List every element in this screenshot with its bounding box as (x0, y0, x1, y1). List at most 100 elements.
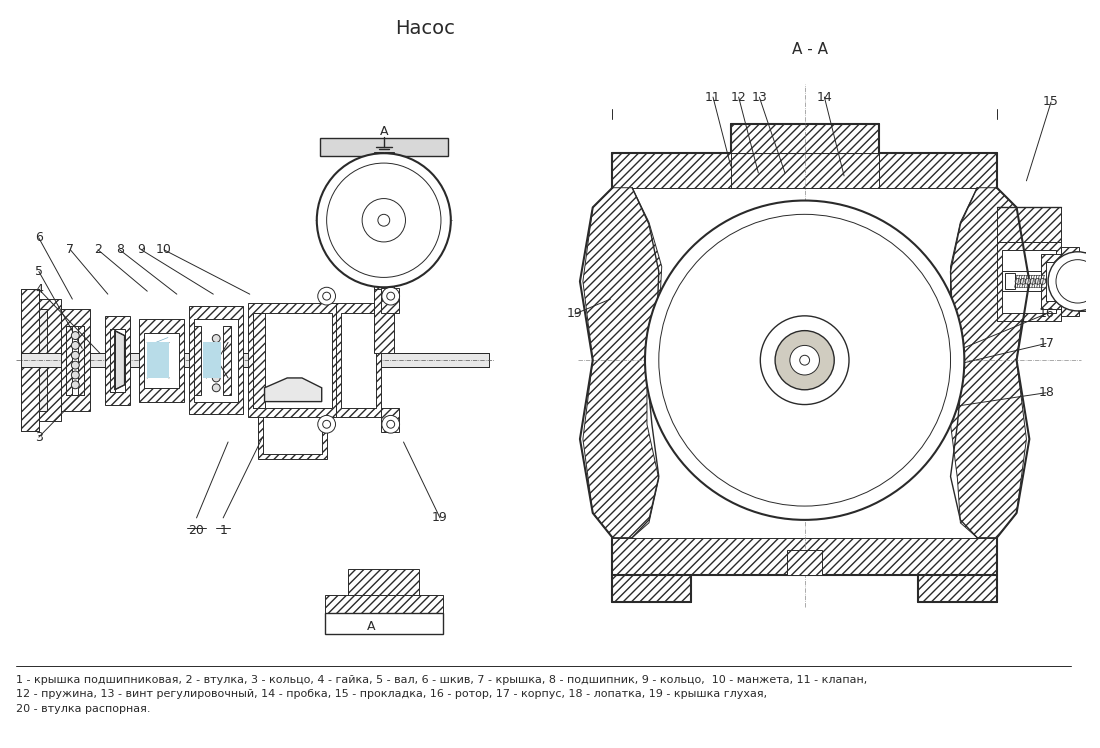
Bar (110, 328, 124, 392)
Circle shape (212, 355, 220, 362)
Bar (374, 153, 394, 164)
Polygon shape (950, 188, 1026, 538)
Text: А: А (366, 620, 375, 633)
Bar (60, 309, 90, 411)
Circle shape (318, 415, 336, 433)
Bar (29, 293, 38, 427)
Bar (21, 289, 38, 431)
Text: 1: 1 (219, 524, 227, 537)
Bar (1002, 272, 1056, 291)
Bar (613, 575, 691, 601)
Text: 15: 15 (1043, 96, 1059, 108)
Bar (613, 153, 997, 188)
Circle shape (1056, 260, 1099, 303)
Circle shape (322, 292, 331, 300)
Text: 17: 17 (1038, 337, 1054, 350)
Bar (140, 319, 184, 402)
Bar (21, 289, 38, 431)
Bar (793, 200, 816, 215)
Circle shape (387, 420, 395, 428)
Text: 9: 9 (138, 243, 145, 257)
Bar (360, 153, 408, 164)
Bar (381, 288, 398, 313)
Bar (1004, 274, 1014, 289)
Text: 5: 5 (35, 265, 43, 278)
Bar (1046, 262, 1066, 301)
Bar (1002, 250, 1056, 313)
Text: 3: 3 (35, 431, 43, 444)
Bar (1042, 254, 1066, 309)
Circle shape (382, 287, 399, 305)
Circle shape (72, 361, 79, 369)
Circle shape (72, 371, 79, 379)
Polygon shape (590, 153, 1020, 575)
Circle shape (1048, 252, 1100, 311)
Bar (78, 325, 85, 395)
Circle shape (72, 352, 79, 359)
Text: 13: 13 (751, 91, 767, 103)
Circle shape (387, 292, 395, 300)
Bar (1078, 252, 1099, 311)
Circle shape (1030, 278, 1036, 284)
Circle shape (212, 344, 220, 352)
Bar (223, 325, 231, 395)
Bar (320, 138, 448, 156)
Circle shape (659, 215, 950, 506)
Bar (248, 303, 337, 417)
Bar (374, 272, 394, 353)
Circle shape (1025, 278, 1031, 284)
Circle shape (317, 153, 451, 287)
Text: 12 - пружина, 13 - винт регулировочный, 14 - пробка, 15 - прокладка, 16 - ротор,: 12 - пружина, 13 - винт регулировочный, … (16, 690, 768, 699)
Bar (21, 293, 29, 427)
Circle shape (318, 287, 336, 305)
Bar (104, 316, 130, 405)
Bar (189, 306, 243, 414)
Circle shape (72, 342, 79, 349)
Polygon shape (264, 378, 321, 402)
Bar (21, 353, 489, 367)
Bar (253, 313, 264, 408)
Circle shape (1015, 278, 1021, 284)
Text: 2: 2 (94, 243, 102, 257)
Circle shape (382, 415, 399, 433)
Bar (613, 538, 997, 575)
Polygon shape (114, 331, 124, 390)
Circle shape (790, 346, 820, 375)
Text: 10: 10 (156, 243, 172, 257)
Bar (786, 551, 823, 575)
Text: 4: 4 (35, 283, 43, 295)
Text: 1 - крышка подшипниковая, 2 - втулка, 3 - кольцо, 4 - гайка, 5 - вал, 6 - шкив, : 1 - крышка подшипниковая, 2 - втулка, 3 … (16, 675, 868, 684)
Bar (324, 613, 443, 634)
Circle shape (322, 420, 331, 428)
Text: 19: 19 (568, 307, 583, 320)
Text: 16: 16 (1038, 307, 1054, 320)
Text: 11: 11 (705, 91, 720, 103)
Text: 7: 7 (66, 243, 75, 257)
Circle shape (1040, 278, 1046, 284)
Text: 8: 8 (116, 243, 123, 257)
Bar (337, 303, 381, 417)
Bar (263, 417, 321, 454)
Circle shape (72, 331, 79, 340)
Text: А - А: А - А (792, 42, 827, 58)
Circle shape (362, 198, 406, 242)
Bar (997, 207, 1060, 242)
Bar (144, 333, 179, 387)
Text: 19: 19 (432, 512, 448, 524)
Circle shape (800, 355, 810, 365)
Circle shape (672, 227, 937, 493)
Bar (349, 569, 419, 597)
Polygon shape (834, 266, 900, 331)
Polygon shape (710, 390, 776, 455)
Bar (253, 313, 331, 408)
Text: 12: 12 (730, 91, 747, 103)
Text: 14: 14 (816, 91, 833, 103)
Bar (324, 595, 443, 615)
Circle shape (1035, 278, 1041, 284)
Text: 20: 20 (188, 524, 205, 537)
Circle shape (327, 163, 441, 278)
Polygon shape (834, 390, 900, 455)
Circle shape (1020, 278, 1026, 284)
Circle shape (645, 200, 965, 520)
Text: 20 - втулка распорная.: 20 - втулка распорная. (16, 704, 151, 714)
